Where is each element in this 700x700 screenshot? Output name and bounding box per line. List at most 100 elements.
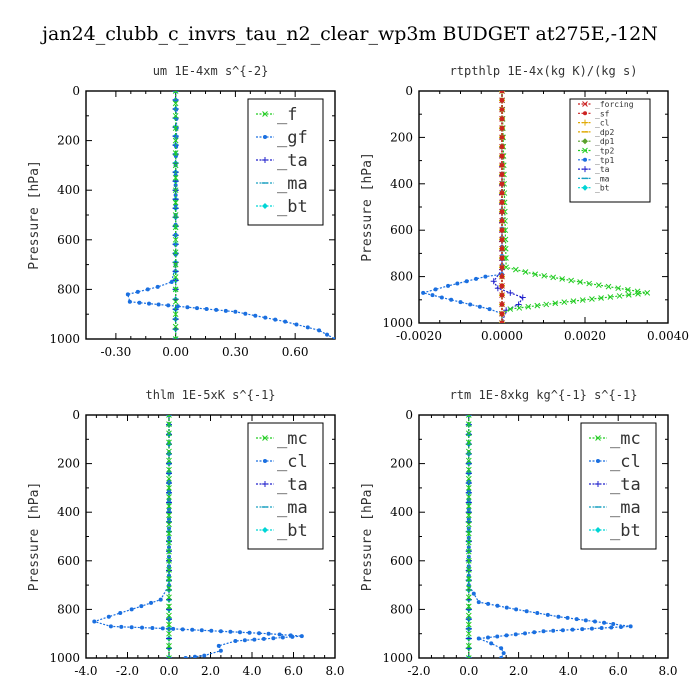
legend-label: _bt xyxy=(610,521,641,541)
data-point xyxy=(495,634,500,639)
data-point xyxy=(543,301,550,308)
data-point xyxy=(166,548,172,555)
data-point xyxy=(167,545,171,550)
data-point xyxy=(499,292,505,299)
legend-entry: _ma xyxy=(578,174,610,183)
data-point xyxy=(523,631,528,636)
x-tick-label: 0.00 xyxy=(162,345,189,359)
data-point xyxy=(166,655,172,658)
panel-4: rtm 1E-8xkg kg^{-1} s^{-1} 0 200 400 600 800 1… xyxy=(360,388,678,678)
y-tick-label: 0 xyxy=(72,84,80,98)
panel-3: thlm 1E-5xK s^{-1} 0 200 400 600 800 1000-4.0 -… xyxy=(27,388,345,678)
legend: _mc _cl _ta _ma _bt xyxy=(247,422,324,550)
data-point xyxy=(119,624,124,629)
data-point xyxy=(166,594,172,601)
legend-label: _f xyxy=(277,105,297,125)
data-point xyxy=(172,212,179,218)
data-point xyxy=(172,298,179,305)
x-tick-label: 8.0 xyxy=(658,664,677,678)
legend-entry: _ta xyxy=(256,475,308,495)
data-point xyxy=(172,274,179,280)
data-point xyxy=(499,190,505,196)
legend-entry: _ta xyxy=(256,151,308,171)
legend-label: _bt xyxy=(595,184,610,193)
data-point xyxy=(499,208,505,215)
legend-entry: _tp1 xyxy=(578,156,614,165)
x-tick-label: -2.0 xyxy=(407,664,430,678)
data-point xyxy=(449,297,454,302)
data-point xyxy=(499,180,505,187)
y-axis-label: Pressure [hPa] xyxy=(360,482,375,592)
x-tick-label: 4.0 xyxy=(242,664,261,678)
data-point xyxy=(499,273,505,280)
data-point xyxy=(465,548,472,555)
data-point xyxy=(108,624,113,629)
panel-1: um 1E-4xm s^{-2} 0 200 400 600 800 1000 -0.30 0.… xyxy=(27,64,336,359)
series-mc xyxy=(166,415,172,658)
data-point xyxy=(325,332,330,337)
data-point xyxy=(173,193,178,198)
legend-label: _dp2 xyxy=(595,128,614,137)
data-point xyxy=(499,264,505,271)
data-point xyxy=(611,621,616,626)
legend-entry: _bt xyxy=(578,184,610,193)
series-mc xyxy=(465,415,472,658)
data-point xyxy=(166,530,172,537)
data-point xyxy=(465,512,472,519)
data-point xyxy=(218,629,223,634)
data-point xyxy=(499,218,505,224)
series-cl xyxy=(466,415,633,658)
x-tick-label: -0.0020 xyxy=(396,329,442,343)
data-point xyxy=(465,630,472,637)
data-point xyxy=(290,634,295,639)
data-point xyxy=(535,611,540,616)
data-point xyxy=(580,627,585,632)
data-point xyxy=(499,646,504,651)
panel-title: rtm 1E-8xkg kg^{-1} s^{-1} xyxy=(450,388,638,402)
data-point xyxy=(167,573,171,578)
data-point xyxy=(499,301,505,308)
legend-entry: _mc xyxy=(256,429,308,449)
data-point xyxy=(465,421,472,427)
data-point xyxy=(166,539,172,546)
data-point xyxy=(273,317,278,322)
data-point xyxy=(233,309,238,314)
data-point xyxy=(167,516,171,521)
data-point xyxy=(499,115,505,122)
data-point xyxy=(135,289,140,294)
data-point xyxy=(465,621,472,628)
data-point xyxy=(439,295,444,300)
data-point xyxy=(253,313,258,318)
legend-label: _ma xyxy=(610,498,641,518)
legend-entry: _ta xyxy=(589,475,641,495)
legend-swatch-marker xyxy=(262,157,268,163)
data-point xyxy=(305,325,310,330)
data-point xyxy=(172,261,179,268)
data-point xyxy=(499,199,505,206)
data-point xyxy=(598,295,604,301)
data-point xyxy=(139,604,144,609)
data-point xyxy=(465,530,472,537)
data-point xyxy=(499,97,505,104)
data-point xyxy=(499,245,505,252)
data-point xyxy=(532,271,539,278)
data-point xyxy=(471,591,476,596)
legend-swatch-marker xyxy=(262,111,268,117)
data-point xyxy=(166,630,172,637)
data-point xyxy=(545,612,550,617)
data-point xyxy=(172,162,179,169)
data-point xyxy=(166,439,172,446)
data-point xyxy=(570,627,575,632)
data-point xyxy=(609,625,614,630)
data-point xyxy=(589,296,595,302)
data-point xyxy=(209,628,214,633)
data-point xyxy=(172,112,179,119)
legend: _forcing_sf_cl_dp2_dp1_tp2_tp1_ta_ma_bt xyxy=(569,98,651,203)
legend-swatch-marker xyxy=(262,435,268,441)
data-point xyxy=(499,106,505,113)
x-tick-label: -4.0 xyxy=(74,664,97,678)
legend-entry: _bt xyxy=(256,521,308,541)
x-tick-label: 0.60 xyxy=(282,345,309,359)
data-point xyxy=(476,636,481,641)
legend-entry: _dp1 xyxy=(578,137,614,146)
